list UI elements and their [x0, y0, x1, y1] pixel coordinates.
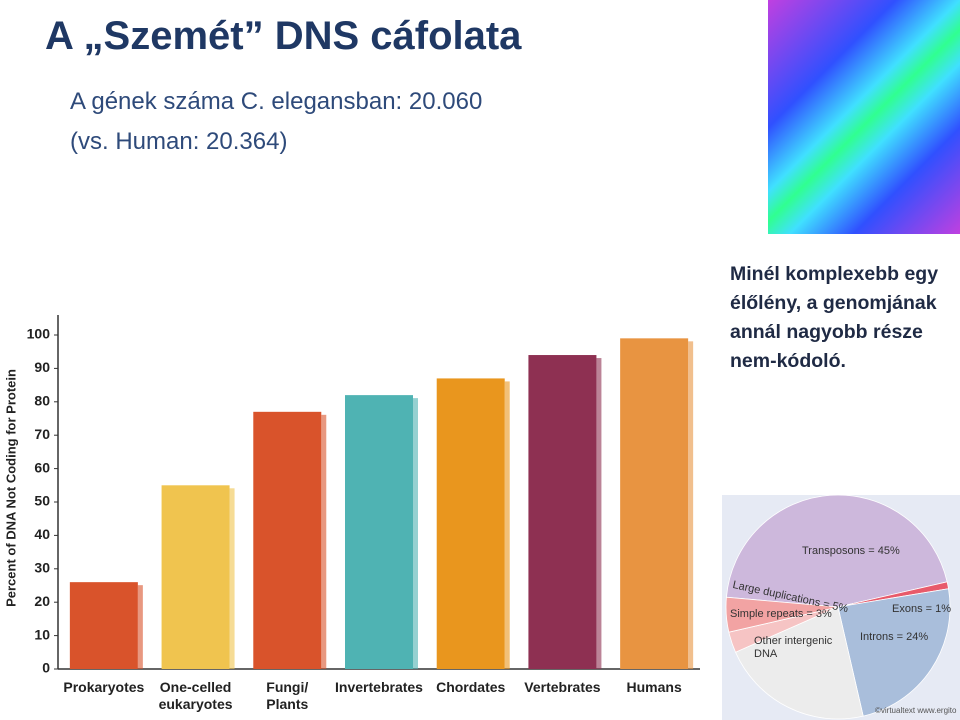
pie-chart — [725, 495, 951, 720]
pie-label: Exons = 1% — [892, 603, 952, 615]
y-tick-label: 0 — [42, 660, 50, 676]
bar — [620, 338, 689, 669]
y-tick-label: 20 — [34, 593, 50, 609]
bar-side — [504, 381, 510, 669]
pie-slice — [734, 606, 864, 720]
x-tick-label: Prokaryotes — [63, 679, 145, 695]
y-axis-label: Percent of DNA Not Coding for Protein — [3, 369, 18, 607]
y-tick-label: 10 — [34, 626, 50, 642]
pie-label: Transposons = 45% — [802, 545, 900, 557]
bar-chart: Percent of DNA Not Coding for Protein 0 10… — [3, 315, 700, 676]
pie-label: Other intergenic DNA — [754, 635, 833, 660]
pie-slice — [725, 495, 948, 608]
bar — [69, 582, 138, 669]
x-tick-label: One-celled eukaryotes — [158, 679, 233, 712]
pie-slice — [725, 596, 839, 633]
source: ©virtualtext www.ergito — [875, 706, 957, 715]
side-text: Minél komplexebb egy élőlény, a genomján… — [730, 263, 939, 372]
x-tick-label: Invertebrates — [335, 679, 423, 695]
bar — [161, 485, 230, 669]
bar-side — [229, 488, 235, 669]
subtitle: A gének száma C. elegansban: 20.060 — [70, 88, 483, 115]
y-tick-label: 60 — [34, 459, 50, 475]
y-tick-label: 100 — [27, 326, 51, 342]
pie-slice — [837, 588, 951, 717]
y-tick-label: 50 — [34, 493, 50, 509]
bar-side — [596, 358, 602, 669]
bar — [436, 378, 505, 669]
subtitle: (vs. Human: 20.364) — [70, 128, 288, 155]
bar-side — [413, 398, 418, 669]
x-tick-label: Fungi/ Plants — [266, 679, 309, 712]
bar-side — [137, 585, 143, 669]
x-tick-label: Humans — [626, 679, 682, 695]
y-tick-label: 40 — [34, 526, 50, 542]
x-tick-label: Vertebrates — [524, 679, 601, 695]
y-tick-label: 80 — [34, 393, 50, 409]
worm-image — [768, 0, 960, 234]
bar — [253, 411, 322, 669]
bar — [528, 355, 597, 669]
y-tick-label: 90 — [34, 359, 50, 375]
slide-title: A „Szemét” DNS cáfolata — [45, 14, 522, 58]
bar-side — [688, 341, 694, 669]
pie-label: Simple repeats = 3% — [730, 608, 832, 620]
x-tick-label: Chordates — [436, 679, 506, 695]
y-tick-label: 30 — [34, 560, 50, 576]
bar — [345, 395, 413, 669]
y-tick-label: 70 — [34, 426, 50, 442]
pie-label: Introns = 24% — [860, 631, 929, 643]
bar-side — [321, 414, 327, 669]
